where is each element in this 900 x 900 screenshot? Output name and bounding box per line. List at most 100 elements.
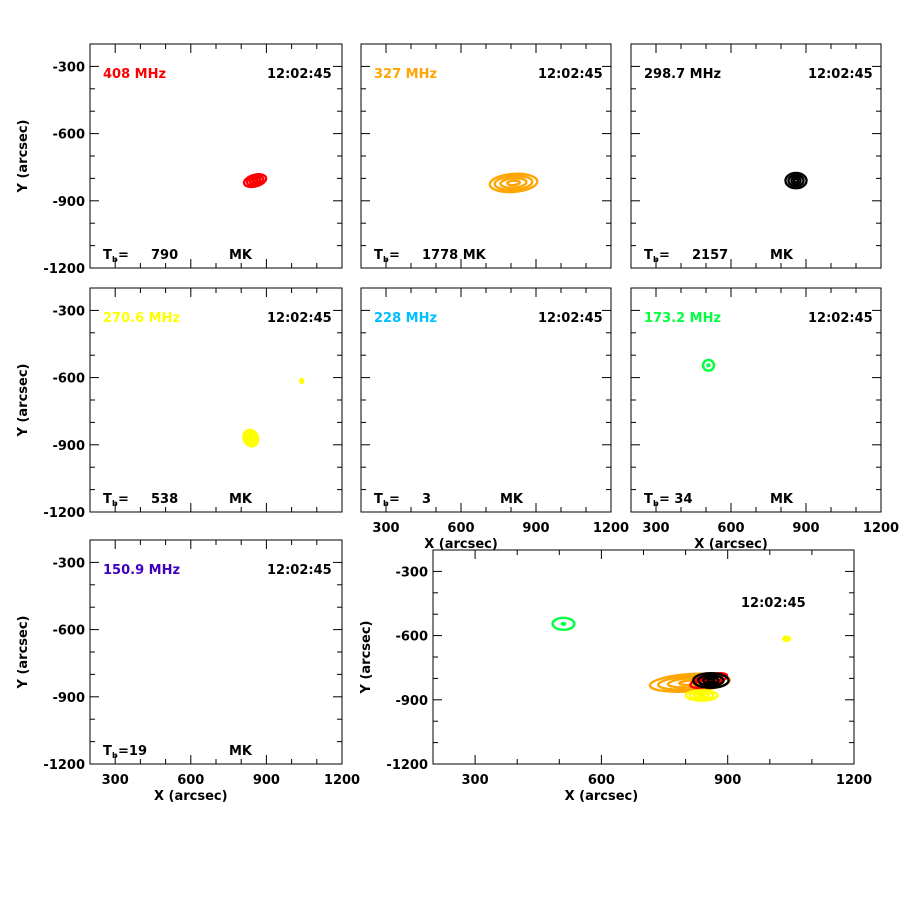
contour-source-2 xyxy=(299,377,305,385)
time-label: 12:02:45 xyxy=(741,596,806,611)
contour-level-1 xyxy=(784,171,808,190)
contour-source-1 xyxy=(784,171,808,190)
y-tick-label: -600 xyxy=(395,630,428,645)
axis-ticks xyxy=(90,540,342,764)
tb-symbol: T xyxy=(374,248,383,263)
tb-subscript: b xyxy=(653,499,659,508)
tb-value: 2157 xyxy=(692,248,728,263)
frequency-label: 173.2 MHz xyxy=(644,311,721,326)
contour-level-3 xyxy=(499,176,528,189)
y-axis-label: Y (arcsec) xyxy=(359,621,374,695)
x-tick-label: 600 xyxy=(717,521,744,536)
contour-level-1 xyxy=(488,172,539,194)
tb-value: 538 xyxy=(151,492,178,507)
contour-level-4 xyxy=(697,693,706,698)
tb-unit: MK xyxy=(229,744,253,759)
tb-equals: = xyxy=(389,492,400,507)
frequency-label: 270.6 MHz xyxy=(103,311,180,326)
x-axis-label: X (arcsec) xyxy=(694,537,768,552)
y-tick-label: -300 xyxy=(52,60,85,75)
contour-level-2 xyxy=(783,636,790,642)
axis-ticks xyxy=(361,288,611,512)
contour-level-1 xyxy=(684,689,719,702)
y-tick-label: -900 xyxy=(52,439,85,454)
frequency-label: 327 MHz xyxy=(374,67,437,82)
contour-level-4 xyxy=(706,677,716,684)
contour-level-3 xyxy=(248,176,262,185)
y-tick-label: -300 xyxy=(395,565,428,580)
time-label: 12:02:45 xyxy=(538,67,603,82)
x-tick-label: 600 xyxy=(447,521,474,536)
tb-symbol: T xyxy=(103,492,112,507)
x-axis-label: X (arcsec) xyxy=(424,537,498,552)
solar-limb-arc xyxy=(0,507,349,712)
contour-level-2 xyxy=(245,174,265,187)
frequency-label: 408 MHz xyxy=(103,67,166,82)
tb-symbol: T xyxy=(644,492,653,507)
panel-2: 327 MHz 12:02:45T b = 1778 MK xyxy=(360,43,612,269)
contour-level-2 xyxy=(299,378,304,384)
y-axis-label: Y (arcsec) xyxy=(16,120,31,194)
time-label: 12:02:45 xyxy=(808,67,873,82)
panel-4: -300 -600 -900 -1200 Y (arcsec) 270.6 MHz 12:0… xyxy=(16,287,343,521)
x-axis-label: X (arcsec) xyxy=(154,789,228,804)
tb-symbol: T xyxy=(644,248,653,263)
time-label: 12:02:45 xyxy=(267,67,332,82)
x-tick-label: 900 xyxy=(714,773,741,788)
x-tick-label: 1200 xyxy=(863,521,899,536)
y-tick-label: -900 xyxy=(52,691,85,706)
x-tick-label: 900 xyxy=(792,521,819,536)
panel-7: -300 -600 -900 -1200 300 600 900 1200 X (arcsec)… xyxy=(16,539,360,804)
tb-unit: MK xyxy=(500,492,524,507)
contour-level-4 xyxy=(248,435,254,442)
contour-level-4 xyxy=(792,177,800,184)
y-axis-label: Y (arcsec) xyxy=(16,616,31,690)
panel-frame xyxy=(432,549,855,765)
x-tick-label: 1200 xyxy=(324,773,360,788)
time-label: 12:02:45 xyxy=(808,311,873,326)
x-tick-label: 900 xyxy=(253,773,280,788)
y-tick-label: -1200 xyxy=(43,506,85,521)
x-tick-label: 600 xyxy=(177,773,204,788)
contour-level-3 xyxy=(702,676,720,685)
tb-subscript: b xyxy=(112,751,118,760)
time-label: 12:02:45 xyxy=(538,311,603,326)
tb-symbol: T xyxy=(103,744,112,759)
tb-equals: = 34 xyxy=(659,492,693,507)
tb-unit: MK xyxy=(229,248,253,263)
x-tick-label: 300 xyxy=(462,773,489,788)
tb-subscript: b xyxy=(112,255,118,264)
solar-limb-arc xyxy=(71,243,311,458)
x-tick-label: 1200 xyxy=(836,773,872,788)
contour-level-1 xyxy=(551,616,576,631)
frequency-label: 228 MHz xyxy=(374,311,437,326)
tb-unit: MK xyxy=(229,492,253,507)
contour-level-3 xyxy=(790,176,802,186)
contour-level-4 xyxy=(251,177,259,184)
y-tick-label: -900 xyxy=(395,694,428,709)
tb-subscript: b xyxy=(653,255,659,264)
contour-source-6 xyxy=(551,616,576,631)
contour-source-1 xyxy=(242,173,268,189)
contour-level-2 xyxy=(697,674,725,687)
y-tick-label: -1200 xyxy=(386,758,428,773)
contour-level-2 xyxy=(560,621,567,626)
panel-8: -300 -600 -900 -1200 300 600 900 1200 X (arcsec)… xyxy=(0,507,872,804)
tb-value: 3 xyxy=(422,492,431,507)
contour-source-1 xyxy=(701,358,716,372)
x-tick-label: 300 xyxy=(102,773,129,788)
contour-source-1 xyxy=(488,172,539,194)
x-tick-label: 600 xyxy=(588,773,615,788)
y-tick-label: -600 xyxy=(52,372,85,387)
contour-level-2 xyxy=(688,690,715,701)
x-tick-label: 900 xyxy=(522,521,549,536)
time-label: 12:02:45 xyxy=(267,311,332,326)
tb-value: 790 xyxy=(151,248,178,263)
y-axis-label: Y (arcsec) xyxy=(16,364,31,438)
axis-ticks xyxy=(361,44,611,268)
frequency-label: 150.9 MHz xyxy=(103,563,180,578)
frequency-label: 298.7 MHz xyxy=(644,67,721,82)
y-tick-label: -600 xyxy=(52,624,85,639)
y-tick-label: -1200 xyxy=(43,262,85,277)
contour-level-2 xyxy=(493,174,534,192)
